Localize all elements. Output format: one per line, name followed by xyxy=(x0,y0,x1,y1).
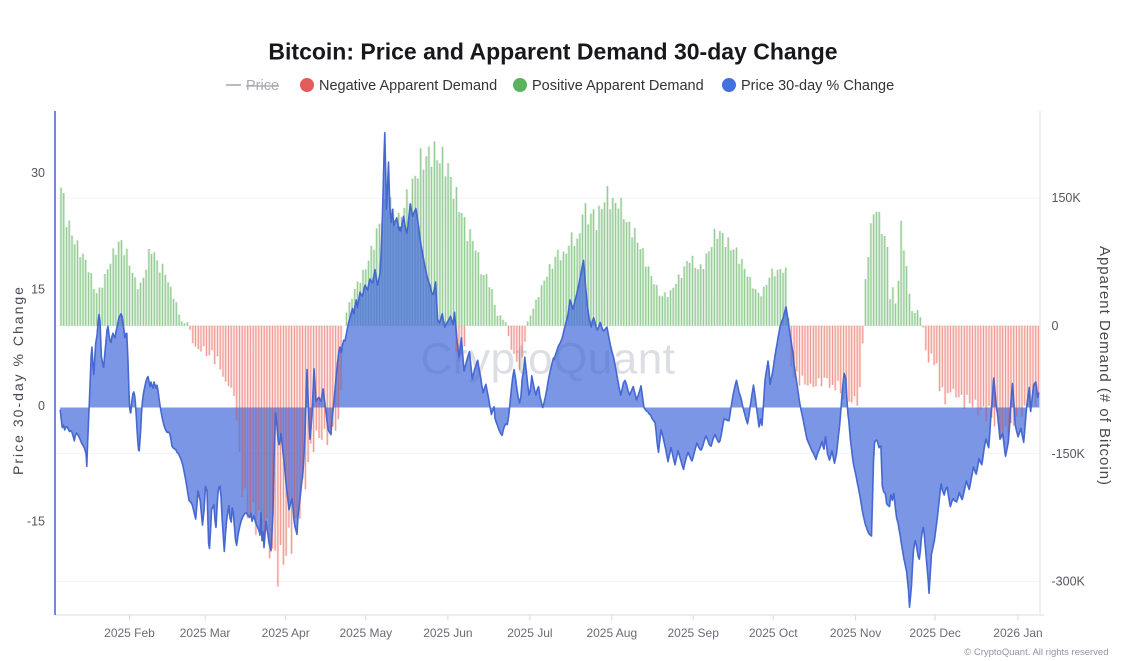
svg-text:Negative Apparent Demand: Negative Apparent Demand xyxy=(319,78,497,94)
svg-text:15: 15 xyxy=(31,282,45,296)
svg-text:2025 Jun: 2025 Jun xyxy=(423,626,472,640)
svg-text:2025 Feb: 2025 Feb xyxy=(104,626,155,640)
svg-text:Bitcoin: Price and Apparent De: Bitcoin: Price and Apparent Demand 30-da… xyxy=(268,39,837,65)
svg-text:2025 Oct: 2025 Oct xyxy=(749,626,798,640)
svg-text:-150K: -150K xyxy=(1052,447,1086,461)
svg-text:2025 Sep: 2025 Sep xyxy=(668,626,720,640)
svg-text:2025 Jul: 2025 Jul xyxy=(507,626,552,640)
svg-text:Price 30-day % Change: Price 30-day % Change xyxy=(741,78,894,94)
svg-text:150K: 150K xyxy=(1052,191,1082,205)
svg-text:Positive Apparent Demand: Positive Apparent Demand xyxy=(532,78,704,94)
svg-text:Price: Price xyxy=(246,78,279,94)
svg-text:2026 Jan: 2026 Jan xyxy=(993,626,1042,640)
svg-text:0: 0 xyxy=(1052,319,1059,333)
svg-text:2025 Dec: 2025 Dec xyxy=(909,626,960,640)
svg-text:0: 0 xyxy=(38,399,45,413)
svg-text:2025 May: 2025 May xyxy=(339,626,392,640)
svg-text:2025 Nov: 2025 Nov xyxy=(830,626,881,640)
svg-text:2025 Apr: 2025 Apr xyxy=(262,626,310,640)
svg-text:-300K: -300K xyxy=(1052,575,1086,589)
svg-text:Apparent Demand (# of Bitcoin): Apparent Demand (# of Bitcoin) xyxy=(1096,246,1113,486)
svg-text:30: 30 xyxy=(31,166,45,180)
svg-text:-15: -15 xyxy=(27,515,45,529)
svg-text:2025 Mar: 2025 Mar xyxy=(180,626,231,640)
svg-text:© CryptoQuant. All rights rese: © CryptoQuant. All rights reserved xyxy=(964,647,1108,658)
svg-text:2025 Aug: 2025 Aug xyxy=(586,626,637,640)
svg-text:Price 30-day % Change: Price 30-day % Change xyxy=(10,285,26,475)
